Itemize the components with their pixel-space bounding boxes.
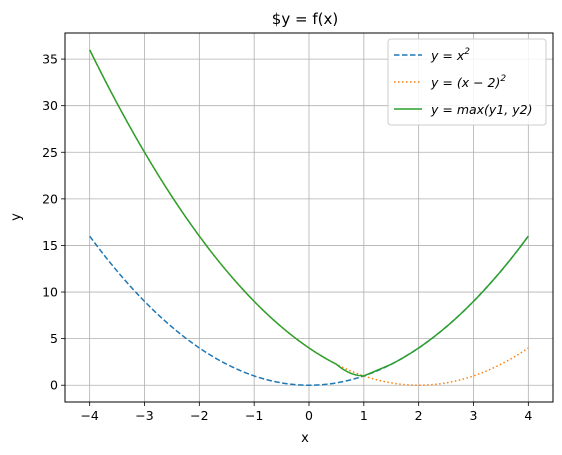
legend-label-2: y = (x − 2)2 [430,74,506,90]
y-axis-ticks: 0 5 10 15 20 25 30 35 [42,52,65,393]
y-tick-label: 35 [42,52,58,67]
legend-label-text: y = max(y1, y2) [430,102,532,117]
legend: y = x2y = (x − 2)2y = max(y1, y2) [387,38,547,126]
legend-label-3: y = max(y1, y2) [430,102,532,117]
chart-title: $y = f(x) [272,10,338,28]
x-tick-label: −2 [190,408,208,423]
series-line-3 [88,49,529,377]
x-tick-label: 2 [415,408,423,423]
y-tick-label: 20 [42,191,58,206]
y-tick-label: 15 [42,238,58,253]
series-line-1 [89,235,529,386]
y-tick-label: 0 [50,378,58,393]
grid-lines [65,33,553,402]
legend-label-text: y = (x − 2) [430,75,500,90]
y-tick-label: 10 [42,285,58,300]
x-tick-label: 3 [470,408,478,423]
x-tick-label: 4 [524,408,532,423]
series-line-2 [88,49,529,386]
x-tick-label: −3 [135,408,153,423]
series-lines [88,49,529,386]
x-tick-label: −1 [245,408,263,423]
legend-label-1: y = x2 [430,47,470,63]
legend-label-exponent: 2 [464,47,470,57]
x-axis-ticks: −4 −3 −2 −1 0 1 2 3 4 [80,402,532,423]
legend-label-exponent: 2 [500,74,506,84]
x-tick-label: 0 [305,408,313,423]
x-axis-label: x [301,431,309,446]
legend-label-text: y = x [430,48,465,63]
x-tick-label: −4 [80,408,98,423]
legend-box [387,38,547,126]
y-tick-label: 25 [42,145,58,160]
y-tick-label: 30 [42,98,58,113]
x-tick-label: 1 [360,408,368,423]
y-axis-label: y [9,213,24,221]
y-tick-label: 5 [50,331,58,346]
